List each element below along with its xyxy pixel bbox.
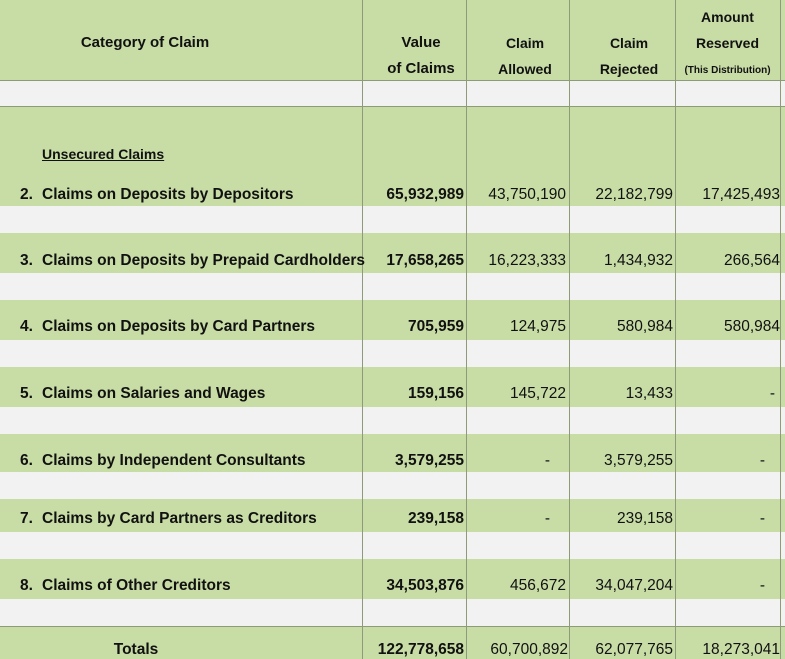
row-allowed: 145,722: [509, 385, 566, 402]
spacer-band: [0, 80, 785, 106]
totals-reserved: 18,273,041: [702, 641, 780, 658]
row-value: 65,932,989: [386, 186, 464, 203]
header-value-line2: of Claims: [387, 60, 455, 77]
row-band: [0, 106, 785, 206]
row-rejected: 580,984: [616, 318, 673, 335]
column-divider: [466, 0, 467, 659]
header-allowed-line1: Claim: [505, 35, 545, 51]
row-band: [0, 300, 785, 340]
row-rejected: 239,158: [616, 510, 673, 527]
row-allowed: 456,672: [509, 577, 566, 594]
header-reserved-line3: (This Distribution): [684, 65, 771, 76]
column-divider: [780, 0, 781, 659]
row-band: [0, 559, 785, 599]
row-reserved: -: [759, 510, 765, 527]
row-label: Claims on Deposits by Card Partners: [42, 318, 316, 335]
row-value: 34,503,876: [386, 577, 464, 594]
header-value-line1: Value: [401, 34, 441, 51]
spacer-band: [0, 206, 785, 233]
row-reserved: -: [759, 452, 765, 469]
row-value: 159,156: [407, 385, 464, 402]
row-allowed: -: [544, 452, 550, 469]
row-value: 705,959: [407, 318, 464, 335]
totals-band: [0, 626, 785, 659]
spacer-band: [0, 273, 785, 300]
row-rejected: 13,433: [625, 385, 673, 402]
header-allowed-line2: Allowed: [498, 61, 552, 77]
header-reserved-line1: Amount: [701, 9, 754, 25]
row-divider: [0, 80, 785, 81]
row-number: 4.: [20, 318, 33, 335]
spacer-band: [0, 532, 785, 559]
row-divider: [0, 106, 785, 107]
row-reserved: 580,984: [723, 318, 780, 335]
row-band: [0, 367, 785, 407]
totals-allowed: 60,700,892: [490, 641, 568, 658]
row-rejected: 1,434,932: [604, 252, 673, 269]
row-reserved: 17,425,493: [702, 186, 780, 203]
row-divider: [0, 626, 785, 627]
row-rejected: 34,047,204: [595, 577, 673, 594]
column-divider: [675, 0, 676, 659]
row-number: 7.: [20, 510, 33, 527]
section-label: Unsecured Claims: [42, 146, 165, 162]
row-label: Claims on Deposits by Prepaid Cardholder…: [42, 252, 365, 269]
header-reserved-line2: Reserved: [695, 35, 760, 51]
row-label: Claims of Other Creditors: [42, 577, 231, 594]
totals-rejected: 62,077,765: [595, 641, 673, 658]
row-band: [0, 233, 785, 273]
row-allowed: 43,750,190: [488, 186, 566, 203]
row-label: Claims on Deposits by Depositors: [42, 186, 294, 203]
column-divider: [362, 0, 363, 659]
row-band: [0, 434, 785, 472]
row-number: 5.: [20, 385, 33, 402]
header-rejected-line1: Claim: [609, 35, 649, 51]
spacer-band: [0, 407, 785, 434]
spacer-band: [0, 472, 785, 499]
row-number: 2.: [20, 186, 33, 203]
row-value: 17,658,265: [386, 252, 464, 269]
row-reserved: -: [759, 577, 765, 594]
row-label: Claims by Independent Consultants: [42, 452, 306, 469]
totals-label: Totals: [113, 641, 159, 658]
row-reserved: 266,564: [723, 252, 780, 269]
totals-value: 122,778,658: [377, 641, 464, 658]
row-allowed: -: [544, 510, 550, 527]
header-band: [0, 0, 785, 80]
spacer-band: [0, 599, 785, 626]
row-band: [0, 499, 785, 532]
header-rejected-line2: Rejected: [599, 61, 659, 77]
header-category: Category of Claim: [80, 34, 210, 51]
row-label: Claims by Card Partners as Creditors: [42, 510, 317, 527]
row-number: 8.: [20, 577, 33, 594]
row-allowed: 124,975: [509, 318, 566, 335]
row-rejected: 3,579,255: [604, 452, 673, 469]
row-value: 3,579,255: [395, 452, 464, 469]
row-allowed: 16,223,333: [488, 252, 566, 269]
row-number: 3.: [20, 252, 33, 269]
row-rejected: 22,182,799: [595, 186, 673, 203]
row-label: Claims on Salaries and Wages: [42, 385, 266, 402]
column-divider: [569, 0, 570, 659]
row-reserved: -: [769, 385, 775, 402]
spacer-band: [0, 340, 785, 367]
row-value: 239,158: [407, 510, 464, 527]
row-number: 6.: [20, 452, 33, 469]
